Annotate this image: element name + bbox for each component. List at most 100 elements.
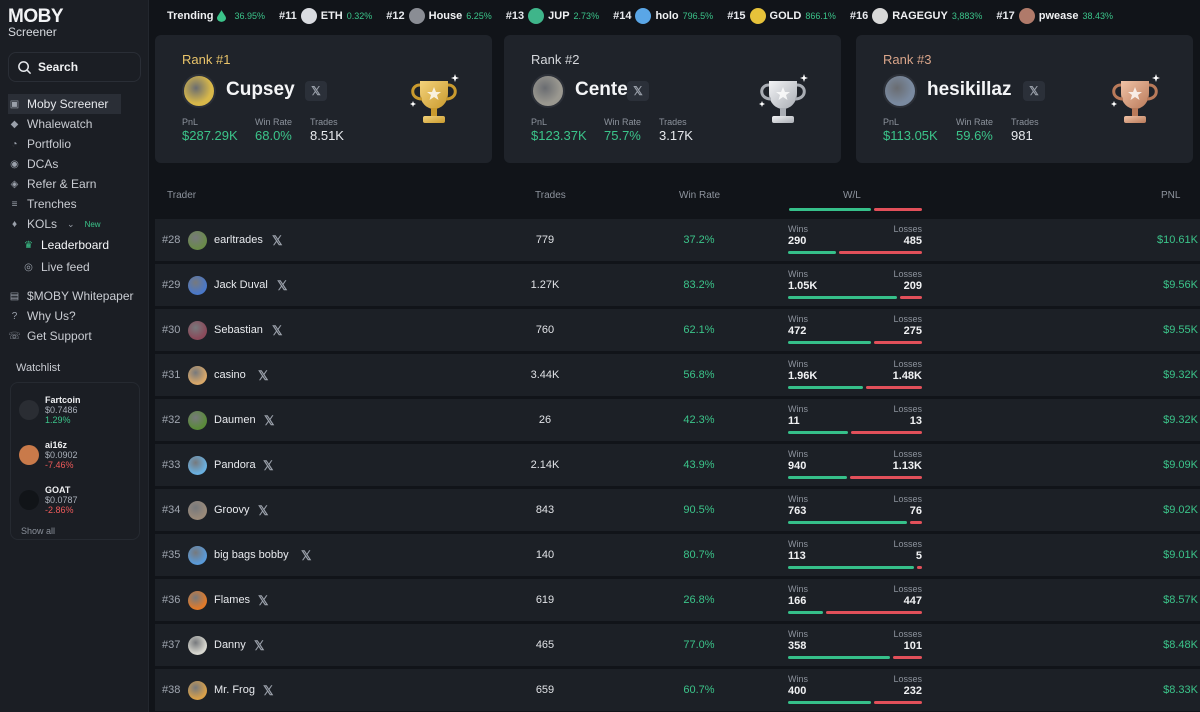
trader-name[interactable]: Sebastian	[214, 324, 263, 336]
table-row[interactable]: #36 Flames 𝕏 619 26.8% Wins Losses 166 447 $8.57K	[155, 579, 1200, 622]
win-loss: Wins Losses 290 485	[788, 224, 922, 258]
watchlist-item[interactable]: Fartcoin $0.7486 1.29%	[11, 387, 139, 432]
win-loss: Wins Losses 400 232	[788, 674, 922, 708]
trader-name[interactable]: Groovy	[214, 504, 250, 516]
x-twitter-icon[interactable]: 𝕏	[264, 413, 275, 428]
x-twitter-icon[interactable]: 𝕏	[272, 233, 283, 248]
table-row[interactable]: #32 Daumen 𝕏 26 42.3% Wins Losses 11 13 $9.32K	[155, 399, 1200, 442]
losses-label: Losses	[893, 314, 922, 324]
sidebar-item-moby-whitepaper[interactable]: ▤ $MOBY Whitepaper	[8, 286, 142, 306]
wins-label: Wins	[788, 449, 808, 459]
trending-item[interactable]: #15 GOLD 866.1%	[727, 8, 836, 24]
x-twitter-icon[interactable]: 𝕏	[258, 593, 269, 608]
trending-item[interactable]: #11 ETH 0.32%	[279, 8, 372, 24]
podium-card-1[interactable]: Rank #1 Cupsey 𝕏 PnL $287.29K Win Rate 68.0% Tr…	[155, 35, 492, 163]
sidebar-item-whalewatch[interactable]: ◆ Whalewatch	[8, 114, 142, 134]
table-row[interactable]: #35 big bags bobby 𝕏 140 80.7% Wins Losses 113 5…	[155, 534, 1200, 577]
x-twitter-icon[interactable]: 𝕏	[263, 458, 274, 473]
x-twitter-icon[interactable]: 𝕏	[1023, 81, 1045, 101]
header-wl[interactable]: W/L	[843, 190, 861, 201]
token-change: 1.29%	[45, 414, 71, 425]
trending-item[interactable]: #14 holo 796.5%	[613, 8, 713, 24]
search-button[interactable]: Search	[8, 52, 141, 82]
trending-item[interactable]: #13 JUP 2.73%	[506, 8, 599, 24]
trending-rank: #12	[386, 10, 405, 22]
pnl-value: $9.01K	[1163, 549, 1198, 561]
trader-name[interactable]: big bags bobby	[214, 549, 289, 561]
trending-item[interactable]: #16 RAGEGUY 3,883%	[849, 8, 982, 24]
sidebar-item-get-support[interactable]: ☏ Get Support	[8, 326, 142, 346]
sidebar-item-leaderboard[interactable]: ♛ Leaderboard	[8, 234, 142, 256]
sidebar-item-portfolio[interactable]: ◔ Portfolio	[8, 134, 142, 154]
x-twitter-icon[interactable]: 𝕏	[301, 548, 312, 563]
trader-name[interactable]: Pandora	[214, 459, 256, 471]
trader-name[interactable]: Cented	[575, 79, 640, 100]
sidebar-item-moby-screener[interactable]: ▣ Moby Screener	[8, 94, 121, 114]
x-twitter-icon[interactable]: 𝕏	[272, 323, 283, 338]
header-pnl[interactable]: PNL	[1161, 190, 1181, 201]
x-twitter-icon[interactable]: 𝕏	[263, 683, 274, 698]
losses-bar	[826, 611, 922, 614]
app-logo[interactable]: MOBY Screener	[8, 7, 64, 38]
table-row[interactable]: #30 Sebastian 𝕏 760 62.1% Wins Losses 472 275 $9.…	[155, 309, 1200, 352]
trader-name[interactable]: Daumen	[214, 414, 256, 426]
trader-name[interactable]: Mr. Frog	[214, 684, 255, 696]
x-twitter-icon[interactable]: 𝕏	[277, 278, 288, 293]
x-twitter-icon[interactable]: 𝕏	[305, 81, 327, 101]
x-twitter-icon[interactable]: 𝕏	[258, 503, 269, 518]
sidebar-item-label: DCAs	[27, 157, 59, 171]
watchlist-item[interactable]: ai16z $0.0902 -7.46%	[11, 432, 139, 477]
table-row[interactable]: #34 Groovy 𝕏 843 90.5% Wins Losses 763 76 $9.02K	[155, 489, 1200, 532]
sidebar-item-dcas[interactable]: ◉ DCAs	[8, 154, 142, 174]
trader-name[interactable]: Cupsey	[226, 79, 295, 100]
wins-bar	[788, 251, 836, 254]
header-winrate[interactable]: Win Rate	[679, 190, 721, 201]
table-row[interactable]: #37 Danny 𝕏 465 77.0% Wins Losses 358 101 $8.48K	[155, 624, 1200, 667]
trader-name[interactable]: Danny	[214, 639, 246, 651]
sidebar-item-refer-earn[interactable]: ◈ Refer & Earn	[8, 174, 142, 194]
trader-name[interactable]: Flames	[214, 594, 251, 606]
watchlist-text: Fartcoin $0.7486 1.29%	[45, 395, 81, 425]
trader-name[interactable]: hesikillaz	[927, 79, 1012, 100]
trending-item[interactable]: #12 House 6.25%	[386, 8, 492, 24]
avatar	[188, 546, 207, 565]
header-trades[interactable]: Trades	[535, 190, 566, 201]
losses-bar	[874, 701, 922, 704]
header-trader[interactable]: Trader	[167, 190, 197, 201]
search-icon	[18, 60, 32, 74]
sidebar-item-live-feed[interactable]: ◎ Live feed	[8, 256, 142, 278]
sidebar-item-why-us[interactable]: ? Why Us?	[8, 306, 142, 326]
table-row[interactable]: #38 Mr. Frog 𝕏 659 60.7% Wins Losses 400 232 $8.3…	[155, 669, 1200, 712]
losses-label: Losses	[893, 404, 922, 414]
x-twitter-icon[interactable]: 𝕏	[627, 81, 649, 101]
x-twitter-icon[interactable]: 𝕏	[258, 368, 269, 383]
sidebar-item-label: Get Support	[27, 329, 92, 343]
table-row[interactable]: #29 Jack Duval 𝕏 1.27K 83.2% Wins Losses 1.05K 2…	[155, 264, 1200, 307]
table-row[interactable]: #33 Pandora 𝕏 2.14K 43.9% Wins Losses 940 1.13K $…	[155, 444, 1200, 487]
sidebar-item-label: $MOBY Whitepaper	[27, 289, 134, 303]
table-row[interactable]: #31 casino 𝕏 3.44K 56.8% Wins Losses 1.96K 1.48K…	[155, 354, 1200, 397]
table-row[interactable]: #28 earltrades 𝕏 779 37.2% Wins Losses 290 485 $1…	[155, 219, 1200, 262]
wins-value: 472	[788, 325, 807, 337]
watchlist-item[interactable]: GOAT $0.0787 -2.86%	[11, 477, 139, 522]
podium-card-2[interactable]: Rank #2 Cented 𝕏 PnL $123.37K Win Rate 75.7% Tr…	[504, 35, 841, 163]
show-all-link[interactable]: Show all	[21, 526, 56, 536]
trader-name[interactable]: earltrades	[214, 234, 263, 246]
trader-name[interactable]: Jack Duval	[214, 279, 268, 291]
wins-bar	[788, 566, 914, 569]
sidebar-item-trenches[interactable]: ≡ Trenches	[8, 194, 142, 214]
trader-name[interactable]: casino	[214, 369, 246, 381]
sidebar-item-kols[interactable]: ♦ KOLs ⌄ New	[8, 214, 142, 234]
trending-item[interactable]: #17 pwease 38.43%	[996, 8, 1113, 24]
podium-rank: Rank #2	[531, 52, 580, 67]
chevron-down-icon[interactable]: ⌄	[67, 218, 75, 229]
stat-trades: Trades 981	[1011, 117, 1039, 144]
podium-card-3[interactable]: Rank #3 hesikillaz 𝕏 PnL $113.05K Win Rate 59.…	[856, 35, 1193, 163]
stat-pnl: PnL $287.29K	[182, 117, 238, 144]
trending-pct: 866.1%	[805, 11, 836, 21]
trending-rank: #16	[849, 10, 869, 22]
x-twitter-icon[interactable]: 𝕏	[254, 638, 265, 653]
wins-bar	[788, 656, 890, 659]
pie-chart-icon: ◔	[11, 138, 18, 150]
row-rank: #38	[162, 684, 181, 696]
